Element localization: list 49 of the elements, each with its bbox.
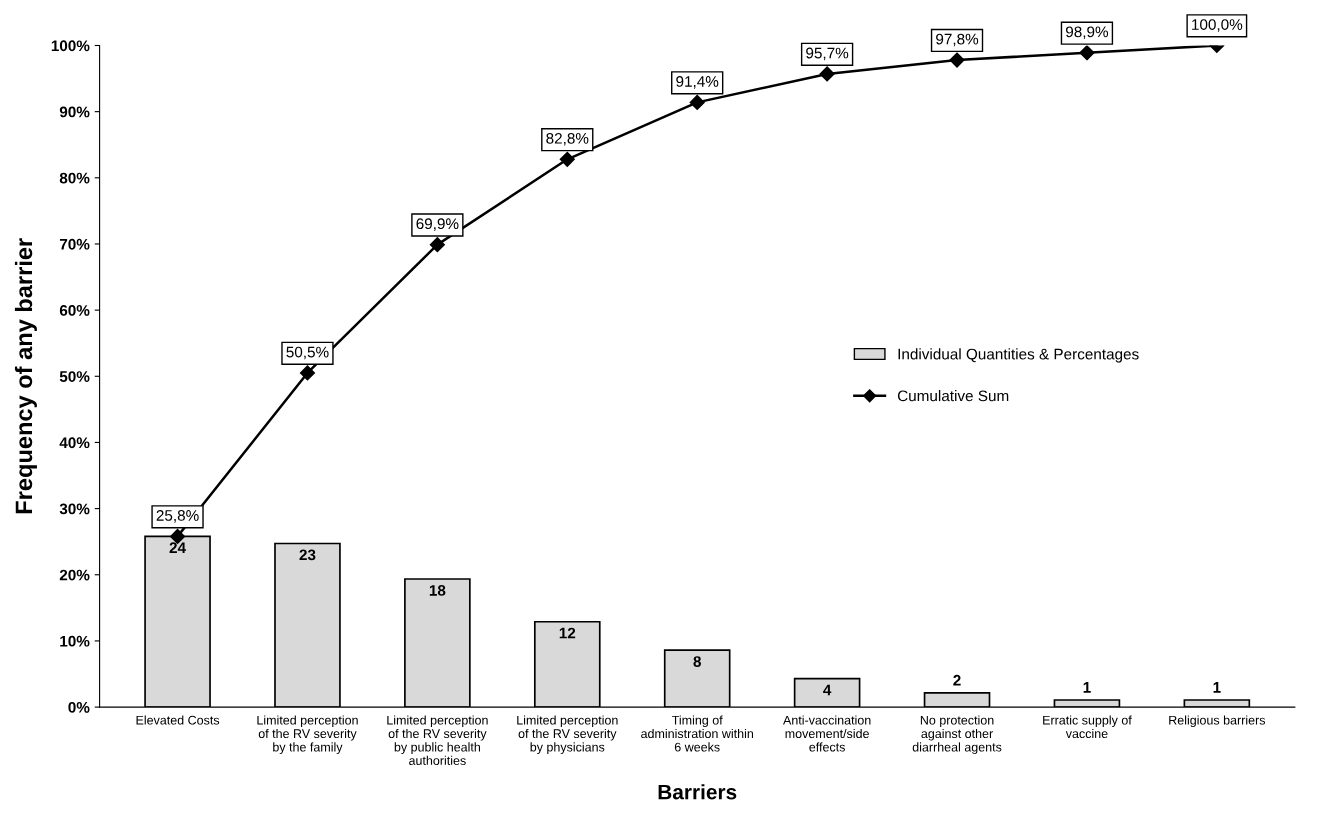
y-axis-title: Frequency of any barrier xyxy=(14,238,37,514)
x-tick-label: Limited perception of the RV severity by physicians xyxy=(517,715,618,754)
x-tick-label: Erratic supply of vaccine xyxy=(1043,715,1132,739)
x-tick-label: Limited perception of the RV severity by public health authorities xyxy=(387,715,488,765)
y-tick-label: 40% xyxy=(59,437,90,449)
y-tick-label: 70% xyxy=(59,238,90,250)
point xyxy=(1079,45,1095,61)
data-label: 98,9% xyxy=(1066,26,1109,40)
x-tick-label: Timing of administration within 6 weeks xyxy=(641,715,754,752)
data-label: 18 xyxy=(429,584,446,596)
point xyxy=(429,237,445,253)
legend-label: Individual Quantities & Percentages xyxy=(898,348,1139,363)
data-label: 8 xyxy=(693,656,701,667)
y-tick-label: 50% xyxy=(59,371,90,382)
y-tick-label: 20% xyxy=(59,569,90,581)
x-axis-title: Barriers xyxy=(658,784,737,800)
data-label: 91,4% xyxy=(676,76,719,89)
data-label: 1 xyxy=(1213,682,1221,693)
data-label: 82,8% xyxy=(546,132,589,146)
data-label: 1 xyxy=(1083,682,1091,693)
legend-label: Cumulative Sum xyxy=(897,390,1009,402)
data-label: 12 xyxy=(559,627,576,639)
y-tick-label: 100% xyxy=(51,40,90,52)
data-label: 2 xyxy=(953,674,961,686)
data-label: 4 xyxy=(823,684,832,696)
data-label: 25,8% xyxy=(156,510,199,523)
point xyxy=(559,151,575,167)
data-label: 97,8% xyxy=(936,33,979,47)
y-tick-label: 80% xyxy=(59,172,90,184)
point xyxy=(819,66,835,82)
x-tick-label: Anti-vaccination movement/side effects xyxy=(783,715,871,752)
point xyxy=(299,365,316,381)
data-label: 24 xyxy=(169,542,186,553)
data-label: 95,7% xyxy=(806,47,849,61)
x-tick-label: Religious barriers xyxy=(1169,715,1266,728)
point xyxy=(949,52,965,68)
x-tick-label: Elevated Costs xyxy=(136,715,220,725)
y-tick-label: 30% xyxy=(59,503,90,515)
data-label: 100,0% xyxy=(1192,19,1243,32)
data-label: 23 xyxy=(299,549,316,561)
data-label: 50,5% xyxy=(286,346,329,360)
y-tick-label: 0% xyxy=(68,701,90,713)
x-tick-label: Limited perception of the RV severity by the family xyxy=(257,715,358,754)
data-label: 69,9% xyxy=(416,218,459,231)
y-tick-label: 10% xyxy=(60,635,90,647)
y-tick-label: 60% xyxy=(59,304,90,316)
y-tick-label: 90% xyxy=(59,106,90,118)
x-tick-label: No protection against other diarrheal agents xyxy=(912,715,1002,754)
point xyxy=(689,94,705,110)
